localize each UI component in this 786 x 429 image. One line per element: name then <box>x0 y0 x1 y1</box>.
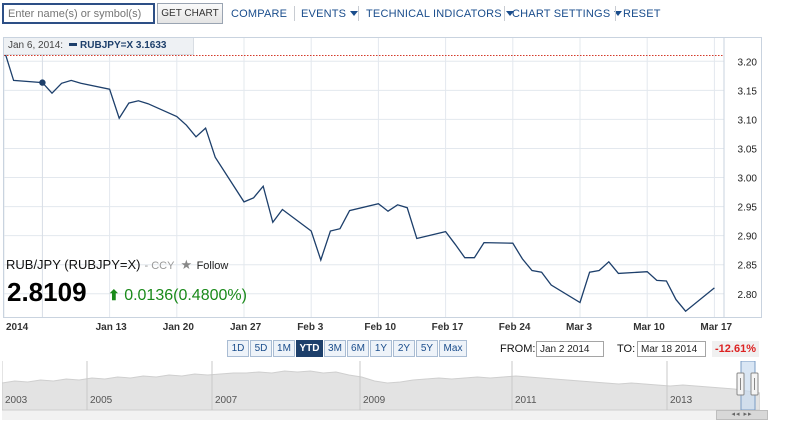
chart-settings-label: CHART SETTINGS <box>512 8 611 20</box>
y-tick-label: 3.20 <box>738 57 758 68</box>
y-tick-label: 2.95 <box>738 203 758 214</box>
x-tick-label: Feb 24 <box>498 322 531 333</box>
range-button-1y[interactable]: 1Y <box>370 340 392 357</box>
instrument-name: RUB/JPY (RUBJPY=X) <box>6 257 141 272</box>
tooltip-series-value: RUBJPY=X 3.1633 <box>80 40 167 51</box>
chevron-down-icon <box>505 11 514 16</box>
navigator-svg[interactable]: 2003 2005 2007 2009 2011 2013 <box>2 361 760 410</box>
navigator-year-label: 2009 <box>363 395 386 406</box>
x-tick-label: Jan 13 <box>95 322 127 333</box>
toolbar-divider <box>294 6 295 21</box>
change-value: 0.0136 <box>124 287 174 304</box>
to-label: TO: <box>617 343 636 355</box>
y-tick-label: 3.10 <box>738 115 758 126</box>
from-label: FROM: <box>500 343 536 355</box>
tooltip-date: Jan 6, 2014: <box>8 40 64 51</box>
range-button-5d[interactable]: 5D <box>250 340 272 357</box>
to-date-input[interactable] <box>637 341 706 357</box>
chevron-down-icon <box>614 11 623 16</box>
y-tick-label: 3.15 <box>738 86 758 97</box>
range-button-2y[interactable]: 2Y <box>393 340 415 357</box>
last-price: 2.8109 <box>7 277 87 307</box>
timeline-navigator[interactable]: 2003 2005 2007 2009 2011 2013 <box>2 361 760 410</box>
follow-button[interactable]: Follow <box>196 260 229 272</box>
x-tick-label: Mar 10 <box>633 322 665 333</box>
navigator-year-label: 2003 <box>5 395 28 406</box>
hover-point <box>39 79 46 86</box>
technical-indicators-label: TECHNICAL INDICATORS <box>366 8 502 20</box>
main-chart[interactable]: 3.20 3.15 3.10 3.05 3.00 2.95 2.90 2.85 2.80 Jan… <box>3 37 762 318</box>
y-tick-label: 2.85 <box>738 261 758 272</box>
star-icon[interactable]: ★ <box>180 257 193 272</box>
toolbar-divider <box>504 6 505 21</box>
symbol-search-input[interactable] <box>2 3 155 24</box>
change-percent: (0.4800%) <box>173 287 247 304</box>
x-tick-label: Feb 17 <box>431 322 464 333</box>
range-button-ytd[interactable]: YTD <box>296 340 323 357</box>
navigator-year-label: 2011 <box>515 395 537 406</box>
toolbar-divider <box>358 6 359 21</box>
compare-button[interactable]: COMPARE <box>231 8 288 20</box>
y-tick-label: 2.90 <box>738 232 758 243</box>
x-tick-label: Jan 20 <box>162 322 194 333</box>
y-tick-label: 3.00 <box>738 174 758 185</box>
technical-indicators-menu[interactable]: TECHNICAL INDICATORS <box>366 8 514 20</box>
range-button-3m[interactable]: 3M <box>324 340 346 357</box>
navigator-year-label: 2013 <box>670 395 693 406</box>
y-tick-label: 2.80 <box>738 290 758 301</box>
scrollbar-thumb[interactable]: ◂◂ ▸▸ <box>716 410 768 420</box>
toolbar: GET CHART COMPARE EVENTS TECHNICAL INDIC… <box>0 0 786 28</box>
get-chart-button[interactable]: GET CHART <box>157 3 223 24</box>
y-tick-label: 3.05 <box>738 144 758 155</box>
events-label: EVENTS <box>301 8 347 20</box>
price-change: ⬆ 0.0136(0.4800%) <box>108 287 247 305</box>
navigator-year-label: 2005 <box>90 395 113 406</box>
x-tick-label: Jan 27 <box>230 322 262 333</box>
navigator-area <box>2 370 760 410</box>
events-menu[interactable]: EVENTS <box>301 8 359 20</box>
price-series-line <box>4 49 715 313</box>
quote-header: RUB/JPY (RUBJPY=X) - CCY ★ Follow <box>6 256 228 274</box>
x-tick-label: Mar 3 <box>566 322 593 333</box>
x-tick-label: Feb 3 <box>297 322 324 333</box>
range-button-5y[interactable]: 5Y <box>416 340 438 357</box>
chart-settings-menu[interactable]: CHART SETTINGS <box>512 8 623 20</box>
period-change-percent: -12.61% <box>712 341 759 357</box>
chevron-down-icon <box>350 11 359 16</box>
instrument-type: - CCY <box>144 260 175 272</box>
range-button-max[interactable]: Max <box>439 340 467 357</box>
navigator-year-label: 2007 <box>215 395 238 406</box>
range-button-1m[interactable]: 1M <box>273 340 295 357</box>
price-chart-svg[interactable]: 3.20 3.15 3.10 3.05 3.00 2.95 2.90 2.85 2.80 <box>4 38 761 317</box>
x-tick-label: Feb 10 <box>364 322 397 333</box>
x-tick-label: 2014 <box>6 322 29 333</box>
reset-button[interactable]: RESET <box>623 8 661 20</box>
hover-tooltip-bar: Jan 6, 2014: RUBJPY=X 3.1633 <box>4 38 194 55</box>
toolbar-divider <box>615 6 616 21</box>
x-tick-label: Mar 17 <box>700 322 733 333</box>
navigator-scrollbar[interactable] <box>2 410 768 420</box>
range-button-6m[interactable]: 6M <box>347 340 369 357</box>
arrow-up-icon: ⬆ <box>108 287 120 303</box>
range-button-1d[interactable]: 1D <box>227 340 249 357</box>
from-date-input[interactable] <box>536 341 604 357</box>
series-swatch-icon <box>69 43 78 46</box>
